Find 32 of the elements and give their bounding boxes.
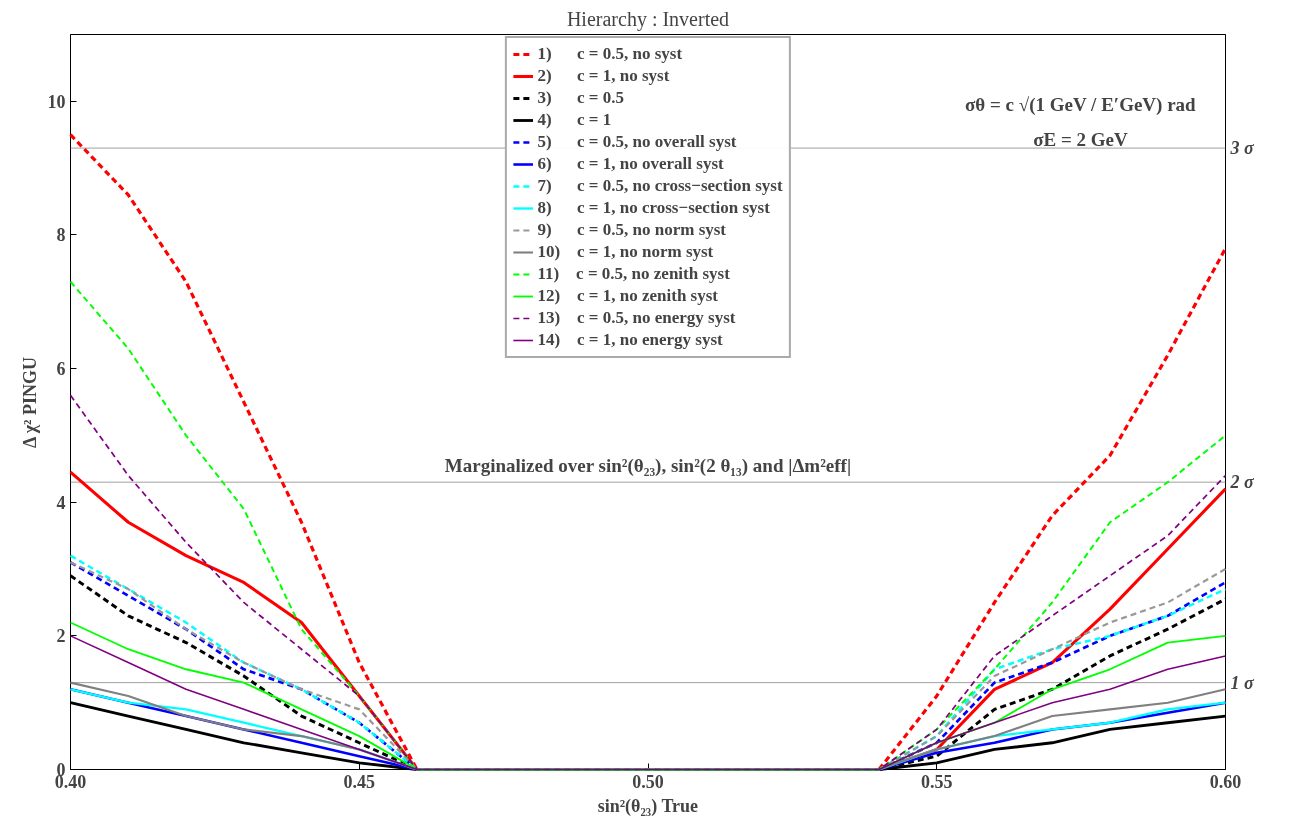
legend-label: 5) c = 0.5, no overall syst [537,132,737,152]
legend-label: 10) c = 1, no norm syst [537,242,714,262]
legend-label: 4) c = 1 [537,110,612,130]
legend-label: 3) c = 0.5 [537,88,625,108]
y-axis-title: Δ χ² PINGU [19,356,40,448]
x-tick-label: 0.60 [1209,771,1242,792]
legend-label: 6) c = 1, no overall syst [537,154,724,174]
x-tick-label: 0.45 [343,771,375,792]
legend-label: 11) c = 0.5, no zenith syst [537,264,730,284]
annotation: σE = 2 GeV [1033,129,1129,150]
annotation: Marginalized over sin²(θ₂₃), sin²(2 θ₁₃) and |Δm²eff| [444,454,852,477]
legend-label: 13) c = 0.5, no energy syst [537,308,736,328]
y-tick-label: 10 [47,91,66,112]
x-tick-label: 0.55 [921,771,953,792]
legend-label: 14) c = 1, no energy syst [537,330,723,350]
legend-label: 1) c = 0.5, no syst [537,44,683,64]
legend-label: 7) c = 0.5, no cross−section syst [537,176,783,196]
ref-line-label: 3 σ [1229,138,1255,159]
legend-label: 9) c = 0.5, no norm syst [537,220,727,240]
y-tick-label: 2 [56,626,66,647]
x-axis-title: sin²(θ₂₃) True [597,795,699,817]
y-tick-label: 4 [56,492,66,513]
x-tick-label: 0.50 [632,771,664,792]
ref-line-label: 2 σ [1229,472,1255,493]
legend-label: 12) c = 1, no zenith syst [537,286,718,306]
legend-label: 8) c = 1, no cross−section syst [537,198,770,218]
annotation: σθ = c √(1 GeV / E′GeV) rad [965,94,1197,116]
y-tick-label: 8 [56,225,66,246]
chart-title: Hierarchy : Inverted [566,7,730,31]
y-tick-label: 6 [56,359,66,380]
legend-label: 2) c = 1, no syst [537,66,670,86]
ref-line-label: 1 σ [1230,672,1255,693]
